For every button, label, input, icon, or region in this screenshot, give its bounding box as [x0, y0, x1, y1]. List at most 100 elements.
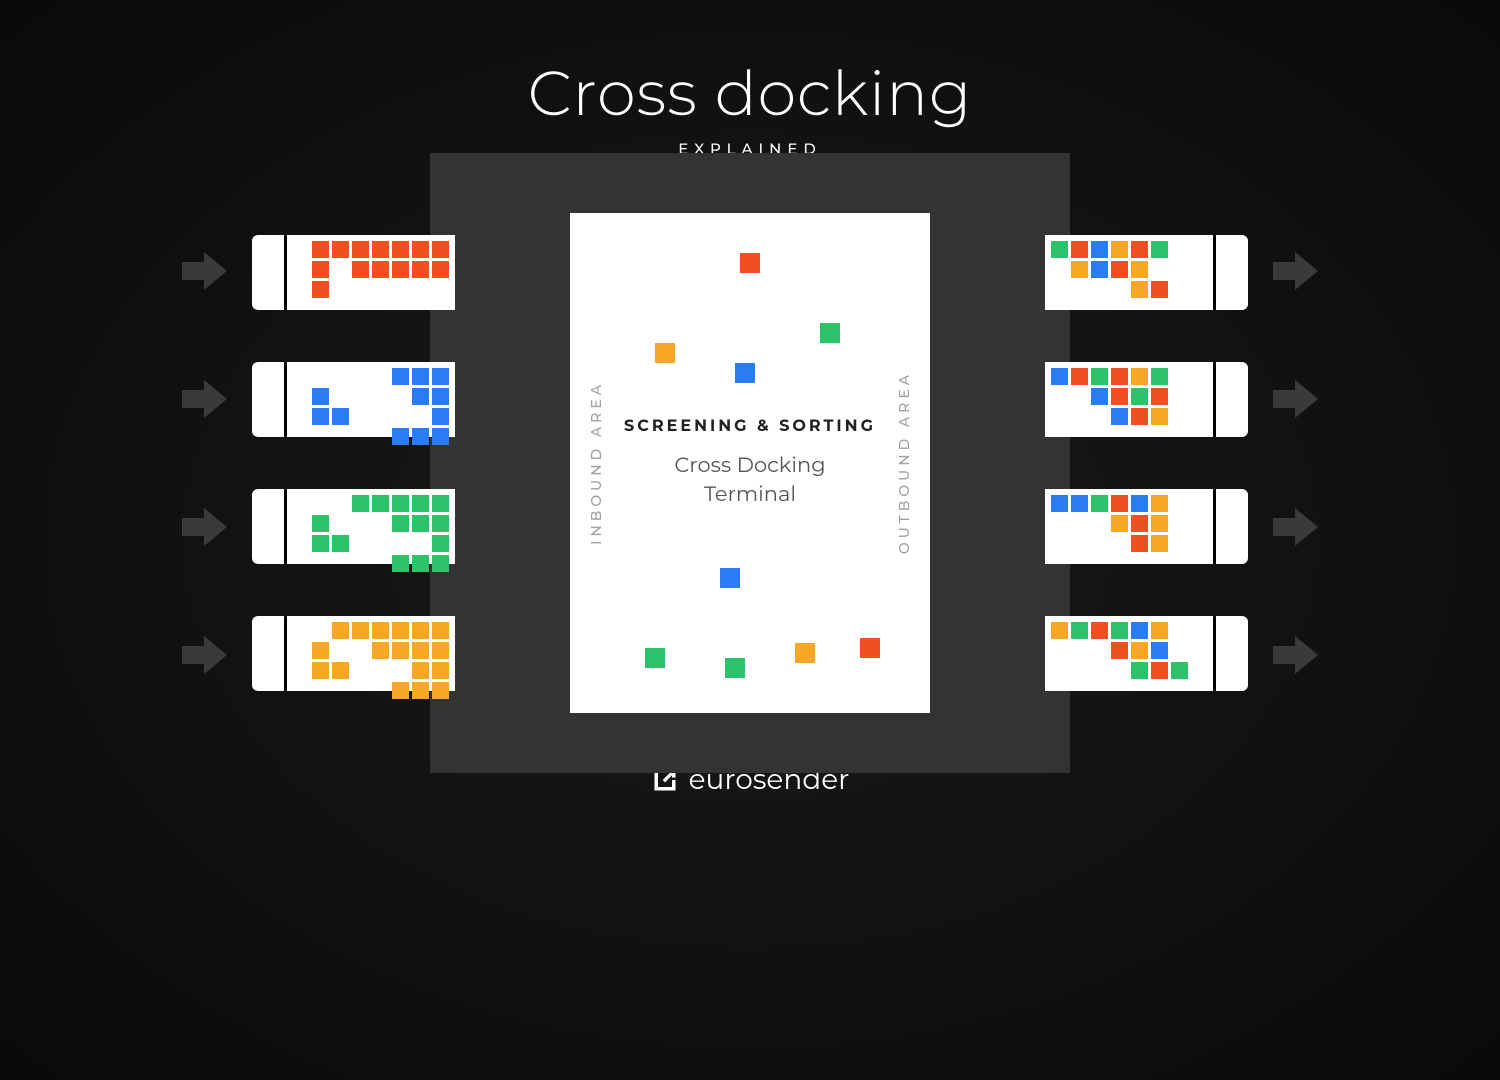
- cargo-box: [352, 261, 369, 278]
- cargo-box: [332, 535, 349, 552]
- cargo-box: [352, 241, 369, 258]
- inbound-truck: [252, 362, 455, 437]
- cargo-box: [312, 241, 329, 258]
- cargo-box: [412, 368, 429, 385]
- cargo-box: [1111, 388, 1128, 405]
- cargo-box: [1051, 261, 1068, 278]
- cargo-box: [332, 642, 349, 659]
- cargo-box: [1131, 495, 1148, 512]
- cargo-box: [432, 408, 449, 425]
- cargo-box: [1051, 241, 1068, 258]
- cargo-box: [1111, 535, 1128, 552]
- cargo-box: [1131, 368, 1148, 385]
- cargo-box: [412, 555, 429, 572]
- cargo-box: [412, 428, 429, 445]
- cargo-box: [372, 241, 389, 258]
- cargo-box: [1171, 535, 1188, 552]
- main-title: Cross docking: [528, 55, 973, 131]
- cargo-box: [1131, 515, 1148, 532]
- cargo-box: [412, 281, 429, 298]
- truck-body: [287, 616, 455, 691]
- cargo-box: [1111, 495, 1128, 512]
- cargo-box: [352, 495, 369, 512]
- truck-body: [1045, 489, 1213, 564]
- scatter-box: [735, 363, 755, 383]
- cargo-box: [1051, 428, 1068, 445]
- cargo-box: [1111, 368, 1128, 385]
- cargo-box: [1131, 622, 1148, 639]
- cargo-box: [392, 515, 409, 532]
- cargo-box: [1091, 301, 1108, 318]
- cargo-box: [1131, 388, 1148, 405]
- arrow-icon: [1273, 508, 1318, 546]
- cargo-box: [1051, 642, 1068, 659]
- cargo-box: [1151, 408, 1168, 425]
- cargo-box: [312, 388, 329, 405]
- cargo-box: [372, 535, 389, 552]
- cargo-box: [412, 261, 429, 278]
- cargo-box: [392, 388, 409, 405]
- cargo-box: [392, 662, 409, 679]
- cargo-box: [1071, 301, 1088, 318]
- cargo-box: [1091, 515, 1108, 532]
- cargo-box: [1171, 495, 1188, 512]
- cargo-box: [372, 642, 389, 659]
- cargo-box: [1071, 408, 1088, 425]
- inbound-truck: [252, 235, 455, 310]
- cargo-box: [1111, 662, 1128, 679]
- diagram: INBOUND AREA SCREENING & SORTING Cross D…: [182, 213, 1318, 713]
- cargo-box: [1071, 622, 1088, 639]
- truck-cab: [1216, 235, 1248, 310]
- cargo-box: [1091, 388, 1108, 405]
- cargo-box: [412, 408, 429, 425]
- cargo-box: [1151, 535, 1168, 552]
- cargo-box: [312, 642, 329, 659]
- cargo-box: [1171, 622, 1188, 639]
- truck-cab: [1216, 489, 1248, 564]
- inbound-trucks: [252, 235, 455, 691]
- cargo-box: [432, 368, 449, 385]
- terminal-label-1: SCREENING & SORTING: [624, 417, 876, 436]
- truck-cab: [252, 616, 284, 691]
- arrow-icon: [182, 252, 227, 290]
- cargo-box: [1071, 642, 1088, 659]
- cargo-box: [392, 368, 409, 385]
- cargo-box: [412, 301, 429, 318]
- truck-body: [1045, 362, 1213, 437]
- inbound-truck: [252, 616, 455, 691]
- arrow-icon: [1273, 252, 1318, 290]
- cargo-box: [1071, 515, 1088, 532]
- cargo-box: [1111, 642, 1128, 659]
- truck-cab: [1216, 362, 1248, 437]
- cargo-box: [1091, 241, 1108, 258]
- cargo-box: [372, 408, 389, 425]
- cargo-box: [392, 428, 409, 445]
- cargo-box: [1091, 555, 1108, 572]
- arrow-icon: [1273, 636, 1318, 674]
- cargo-box: [432, 555, 449, 572]
- inbound-arrows: [182, 252, 227, 674]
- cargo-box: [1171, 662, 1188, 679]
- cargo-box: [412, 515, 429, 532]
- cargo-box: [352, 642, 369, 659]
- cargo-box: [1151, 388, 1168, 405]
- cargo-box: [372, 261, 389, 278]
- cargo-box: [372, 388, 389, 405]
- truck-body: [1045, 616, 1213, 691]
- outbound-truck: [1045, 489, 1248, 564]
- cargo-box: [312, 408, 329, 425]
- cargo-box: [1171, 261, 1188, 278]
- cargo-box: [1111, 261, 1128, 278]
- scatter-box: [740, 253, 760, 273]
- cargo-box: [412, 535, 429, 552]
- cargo-box: [1131, 261, 1148, 278]
- cargo-box: [312, 495, 329, 512]
- truck-cab: [252, 362, 284, 437]
- cargo-box: [1151, 642, 1168, 659]
- cargo-box: [312, 261, 329, 278]
- cargo-box: [1151, 241, 1168, 258]
- outbound-arrows: [1273, 252, 1318, 674]
- cargo-box: [1091, 535, 1108, 552]
- scatter-box: [645, 648, 665, 668]
- outbound-truck: [1045, 235, 1248, 310]
